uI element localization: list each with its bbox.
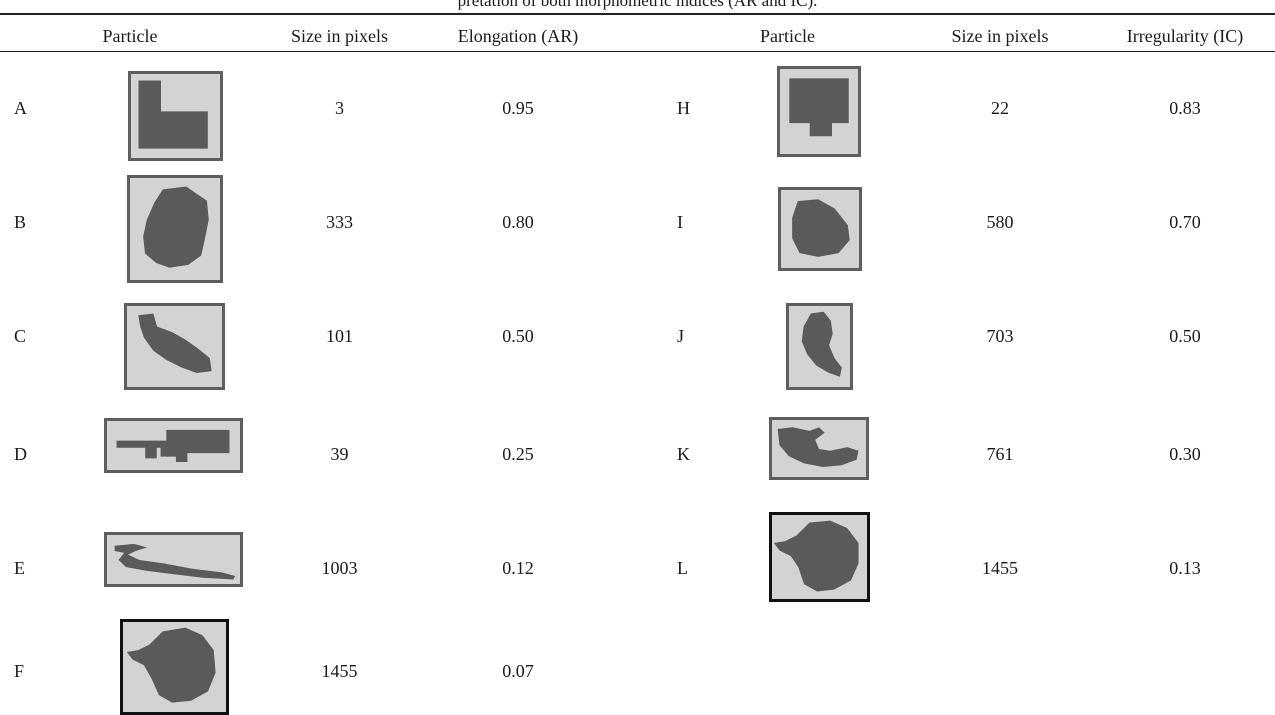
table-row: J 703 0.50 (0, 286, 1275, 390)
particle-label: A (14, 98, 27, 118)
particle-label: F (14, 661, 25, 681)
header-right-size: Size in pixels (951, 26, 1049, 46)
header-right-particle: Particle (760, 26, 815, 46)
particle-label: I (677, 212, 683, 232)
table-row: E 1003 0.12 (0, 474, 1275, 587)
table-row: C 101 0.50 (0, 286, 1275, 390)
ic-value: 0.70 (1169, 212, 1201, 232)
ar-value: 0.50 (502, 326, 534, 346)
particle-label: J (677, 326, 685, 346)
size-value: 3 (335, 98, 344, 118)
ar-value: 0.07 (502, 661, 534, 681)
ic-value: 0.30 (1169, 444, 1201, 464)
size-value: 22 (991, 98, 1009, 118)
round-blob-icon (127, 175, 223, 283)
ar-value: 0.80 (502, 212, 534, 232)
square-notch-icon (777, 66, 861, 157)
large-blob-icon (769, 512, 870, 602)
table-row: L 1455 0.13 (0, 474, 1275, 602)
ic-value: 0.83 (1169, 98, 1201, 118)
table-row: I 580 0.70 (0, 172, 1275, 272)
header-rule (0, 51, 1275, 52)
size-value: 761 (986, 444, 1014, 464)
table-caption: pretation of both morphometric indices (… (457, 0, 818, 10)
rounded-blob-icon (778, 187, 862, 271)
l-block-icon (128, 71, 223, 161)
header-left-metric: Elongation (AR) (457, 26, 579, 46)
table-row: K 761 0.30 (0, 360, 1275, 480)
size-value: 39 (330, 444, 349, 464)
ic-value: 0.50 (1169, 326, 1201, 346)
particle-label: L (677, 558, 688, 578)
elongated-streak-icon (104, 532, 243, 587)
ar-value: 0.95 (502, 98, 534, 118)
size-value: 333 (326, 212, 353, 232)
size-value: 1455 (321, 661, 358, 681)
tailed-blob-icon (786, 303, 853, 390)
size-value: 703 (986, 326, 1014, 346)
header-left-particle: Particle (102, 26, 158, 46)
size-value: 1003 (321, 558, 358, 578)
particle-label: H (677, 98, 690, 118)
header-left-size: Size in pixels (291, 26, 388, 46)
irregular-arc-icon (769, 417, 869, 480)
ar-value: 0.12 (502, 558, 534, 578)
ic-value: 0.13 (1169, 558, 1201, 578)
particle-label: C (14, 326, 27, 346)
table-row: D 39 0.25 (0, 360, 1275, 473)
diagonal-blob-icon (124, 303, 225, 390)
horizontal-block-icon (104, 418, 243, 473)
size-value: 580 (986, 212, 1014, 232)
table-row: B 333 0.80 (0, 172, 1275, 283)
ar-value: 0.25 (502, 444, 534, 464)
size-value: 1455 (982, 558, 1018, 578)
table-row: A 3 0.95 (0, 58, 1275, 161)
size-value: 101 (326, 326, 353, 346)
particle-label: D (14, 444, 27, 464)
particle-label: K (677, 444, 690, 464)
large-blob-icon (120, 619, 229, 715)
particle-label: E (14, 558, 25, 578)
particle-label: B (14, 212, 27, 232)
top-rule (0, 13, 1275, 15)
table-row: F 1455 0.07 (0, 573, 1275, 715)
header-right-metric: Irregularity (IC) (1126, 26, 1244, 46)
table-row: H 22 0.83 (0, 58, 1275, 158)
